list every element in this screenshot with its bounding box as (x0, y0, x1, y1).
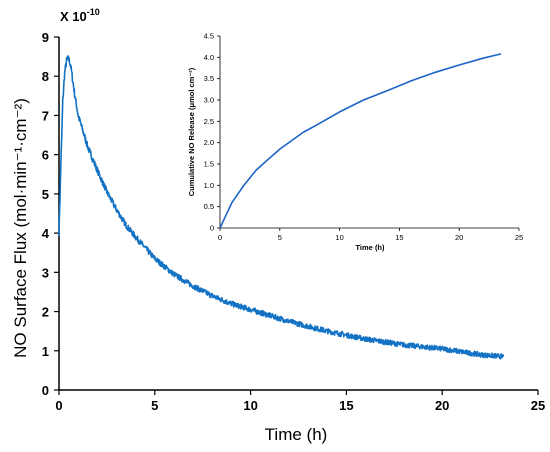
main-y-ticks: 0 1 2 3 4 5 6 7 8 9 (42, 30, 59, 398)
main-x-tick-label: 10 (243, 398, 257, 413)
main-y-axis-label: NO Surface Flux (mol·min⁻¹·cm⁻²) (11, 98, 30, 358)
inset-y-tick-label: 2.5 (204, 117, 214, 126)
main-x-tick-label: 5 (151, 398, 158, 413)
main-x-ticks: 0 5 10 15 20 25 (55, 390, 545, 413)
main-series-line (58, 55, 505, 360)
inset-x-tick-label: 0 (218, 233, 222, 242)
inset-x-tick-label: 20 (455, 233, 463, 242)
inset-y-tick-label: 3.0 (204, 96, 214, 105)
main-y-tick-label: 7 (42, 108, 49, 123)
main-y-tick-label: 3 (42, 265, 49, 280)
inset-y-ticks: 0 0.5 1.0 1.5 2.0 2.5 3.0 3.5 4.0 4.5 (204, 32, 220, 233)
main-series (58, 55, 505, 360)
inset-x-axis-label: Time (h) (355, 243, 385, 252)
inset-y-tick-label: 0.5 (204, 202, 214, 211)
main-y-tick-label: 1 (42, 344, 49, 359)
inset-y-tick-label: 4.5 (204, 32, 214, 41)
main-x-tick-label: 0 (55, 398, 62, 413)
inset-y-tick-label: 0 (210, 224, 214, 233)
main-y-tick-label: 2 (42, 305, 49, 320)
main-chart: 0 1 2 3 4 5 6 7 8 9 0 5 10 15 20 25 X 10-10 Time (h) N… (11, 7, 545, 444)
inset-y-axis-label: Cumulative NO Release (μmol cm⁻²) (187, 67, 196, 196)
main-x-tick-label: 15 (339, 398, 353, 413)
main-y-tick-label: 8 (42, 69, 49, 84)
main-y-tick-label: 6 (42, 148, 49, 163)
inset-x-tick-label: 15 (395, 233, 403, 242)
inset-series (219, 53, 502, 229)
main-x-axis-label: Time (h) (265, 425, 328, 444)
inset-series-line (219, 53, 502, 229)
inset-y-tick-label: 2.0 (204, 138, 214, 147)
inset-x-tick-label: 5 (278, 233, 282, 242)
inset-x-ticks: 0 5 10 15 20 25 (218, 228, 523, 242)
inset-y-tick-label: 1.0 (204, 181, 214, 190)
main-multiplier-exponent: -10 (87, 7, 100, 17)
inset-y-tick-label: 4.0 (204, 53, 214, 62)
main-y-tick-label: 4 (42, 226, 50, 241)
inset-y-tick-label: 3.5 (204, 74, 214, 83)
main-multiplier-label: X 10-10 (60, 7, 100, 24)
inset-y-tick-label: 1.5 (204, 160, 214, 169)
main-x-tick-label: 25 (531, 398, 545, 413)
inset-x-tick-label: 10 (335, 233, 343, 242)
main-y-tick-label: 0 (42, 383, 49, 398)
inset-chart: 00.51.01.52.02.53.03.54.04.5 0 5 10 15 20 25 … (187, 32, 523, 253)
inset-x-tick-label: 25 (515, 233, 523, 242)
main-y-tick-label: 5 (42, 187, 49, 202)
main-y-tick-label: 9 (42, 30, 49, 45)
main-x-tick-label: 20 (435, 398, 449, 413)
